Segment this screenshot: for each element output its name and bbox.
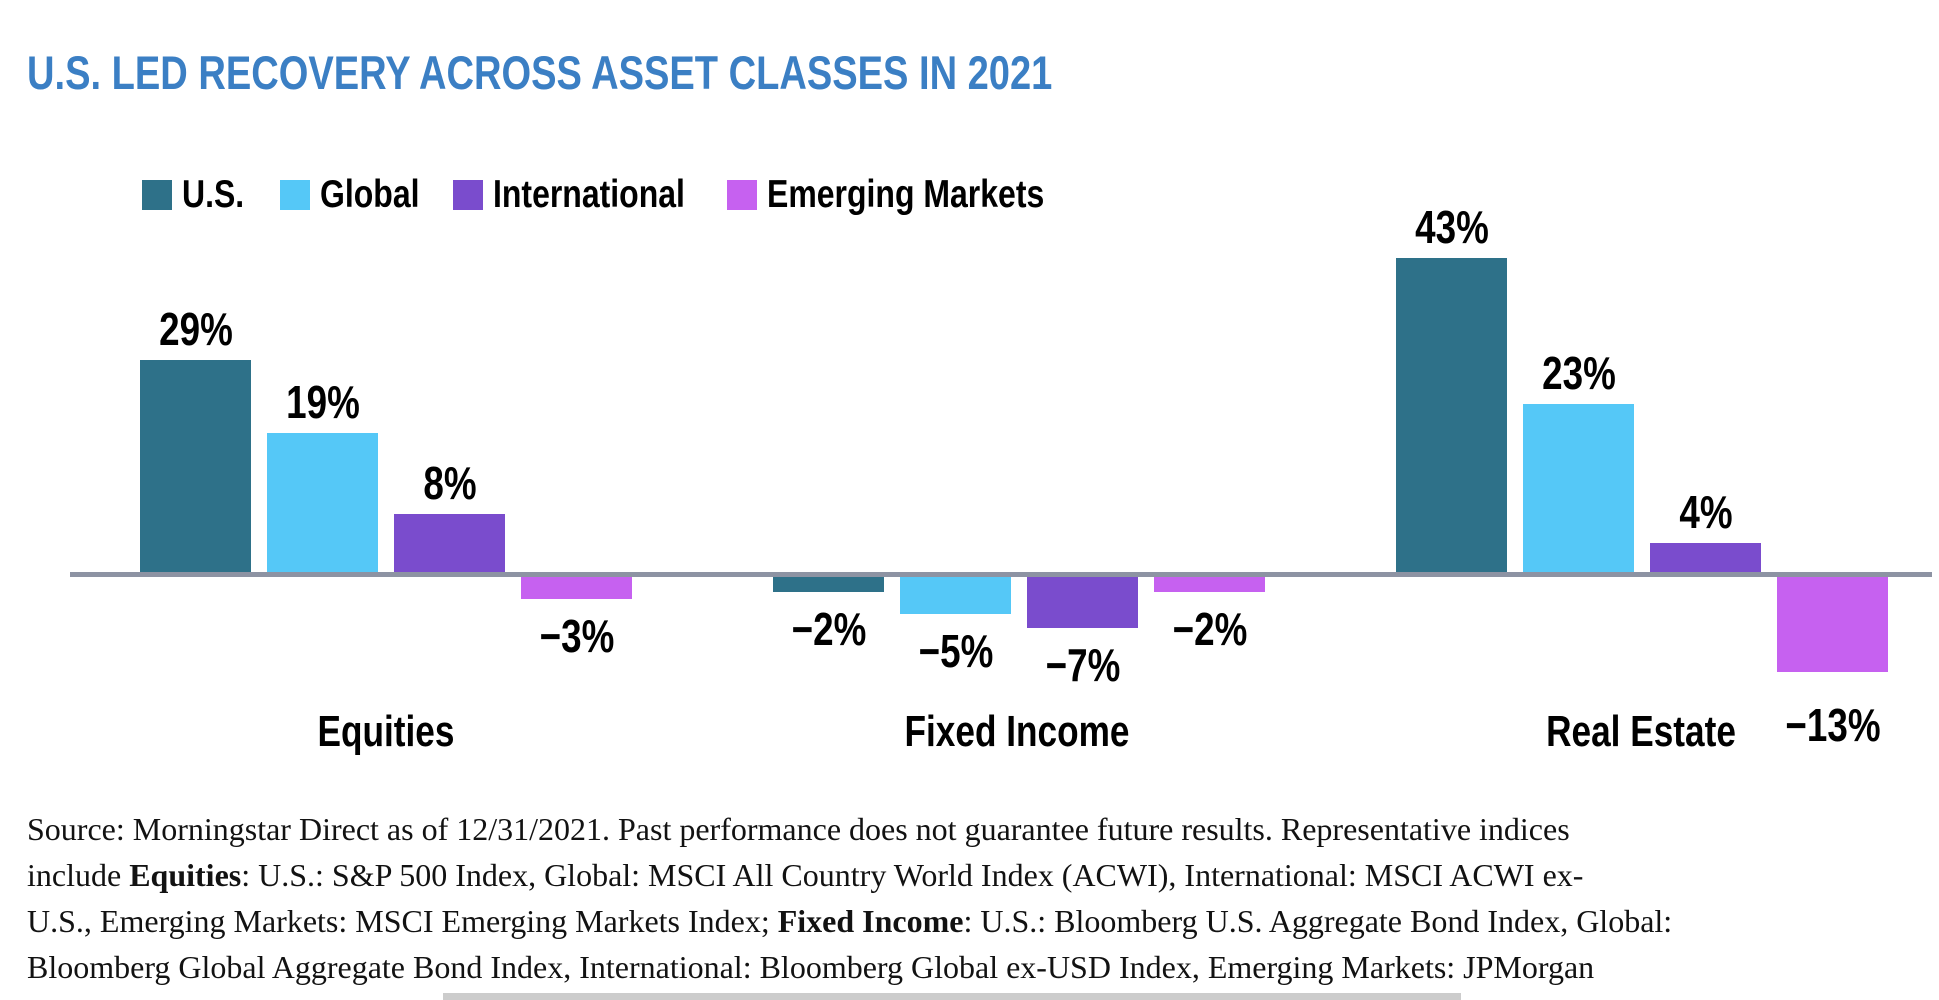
bar-value-label-international-fixed-income: −7%	[1045, 639, 1120, 692]
bar-international-fixed-income	[1027, 577, 1138, 629]
category-label-real-estate: Real Estate	[1546, 707, 1736, 756]
bar-u-s-real-estate	[1396, 258, 1507, 572]
bar-value-label-global-equities: 19%	[285, 376, 360, 429]
bar-value-label-international-equities: 8%	[422, 456, 477, 509]
bar-value-label-global-real-estate: 23%	[1541, 347, 1616, 400]
bar-value-label-u-s-equities: 29%	[158, 303, 233, 356]
legend-label-global: Global	[320, 173, 420, 216]
bar-emerging-markets-equities	[521, 577, 632, 599]
legend-label-u-s: U.S.	[182, 173, 245, 216]
bar-emerging-markets-fixed-income	[1154, 577, 1265, 592]
category-label-fixed-income: Fixed Income	[904, 707, 1130, 756]
page-title: U.S. LED RECOVERY ACROSS ASSET CLASSES I…	[27, 46, 1053, 100]
legend-swatch-international	[453, 180, 483, 210]
category-label-equities: Equities	[317, 707, 455, 756]
bar-value-label-u-s-fixed-income: −2%	[791, 602, 866, 655]
bar-value-label-global-fixed-income: −5%	[918, 624, 993, 677]
legend-swatch-u-s	[142, 180, 172, 210]
bar-global-real-estate	[1523, 404, 1634, 572]
bar-value-label-emerging-markets-equities: −3%	[539, 609, 614, 662]
legend-label-emerging-markets: Emerging Markets	[767, 173, 1045, 216]
bar-u-s-equities	[140, 360, 251, 572]
bar-international-equities	[394, 513, 505, 572]
cropped-bottom-strip	[443, 993, 1461, 1000]
bar-international-real-estate	[1650, 542, 1761, 572]
source-line-2: include Equities: U.S.: S&P 500 Index, G…	[27, 857, 1584, 893]
source-line-1: Source: Morningstar Direct as of 12/31/2…	[27, 811, 1570, 847]
legend-swatch-global	[280, 180, 310, 210]
source-line-4: Bloomberg Global Aggregate Bond Index, I…	[27, 949, 1595, 985]
bar-value-label-international-real-estate: 4%	[1678, 485, 1733, 538]
source-line-3: U.S., Emerging Markets: MSCI Emerging Ma…	[27, 903, 1673, 939]
bar-global-equities	[267, 433, 378, 572]
legend-label-international: International	[493, 173, 685, 216]
bar-value-label-u-s-real-estate: 43%	[1414, 201, 1489, 254]
bar-u-s-fixed-income	[773, 577, 884, 592]
legend-swatch-emerging-markets	[727, 180, 757, 210]
source-footnote: Source: Morningstar Direct as of 12/31/2…	[27, 806, 1672, 990]
zero-baseline-axis	[70, 572, 1932, 577]
bar-global-fixed-income	[900, 577, 1011, 614]
bar-value-label-emerging-markets-fixed-income: −2%	[1172, 602, 1247, 655]
bar-value-label-emerging-markets-real-estate: −13%	[1784, 698, 1881, 751]
bar-emerging-markets-real-estate	[1777, 577, 1888, 672]
